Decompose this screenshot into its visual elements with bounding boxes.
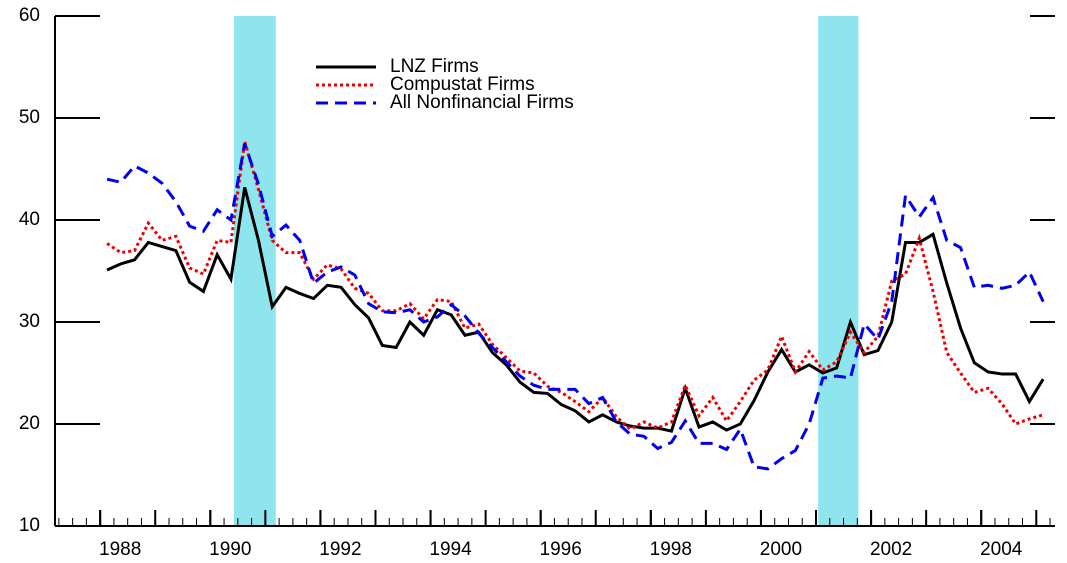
x-tick-label: 1998 [650, 539, 692, 560]
recession-band [818, 16, 859, 526]
x-tick-label: 2002 [870, 539, 912, 560]
x-tick-label: 1988 [99, 539, 141, 560]
x-tick-label: 1994 [429, 539, 472, 560]
legend-label: Compustat Firms [390, 74, 535, 95]
series-line [106, 186, 1045, 433]
y-tick-label: 10 [19, 515, 40, 536]
x-tick-label: 1996 [540, 539, 582, 560]
series-line [106, 143, 1045, 471]
x-tick-label: 1990 [209, 539, 251, 560]
x-tick-label: 2000 [760, 539, 802, 560]
y-tick-label: 20 [19, 413, 40, 434]
x-tick-label: 2004 [980, 539, 1023, 560]
legend-label: All Nonfinancial Firms [390, 92, 574, 113]
series-line [106, 141, 1044, 431]
x-tick-label: 1992 [319, 539, 361, 560]
y-tick-label: 40 [19, 209, 40, 230]
y-tick-label: 50 [19, 107, 40, 128]
legend-label: LNZ Firms [390, 56, 479, 77]
recession-band [233, 16, 276, 526]
y-tick-label: 30 [19, 311, 40, 332]
y-tick-label: 60 [19, 5, 40, 26]
